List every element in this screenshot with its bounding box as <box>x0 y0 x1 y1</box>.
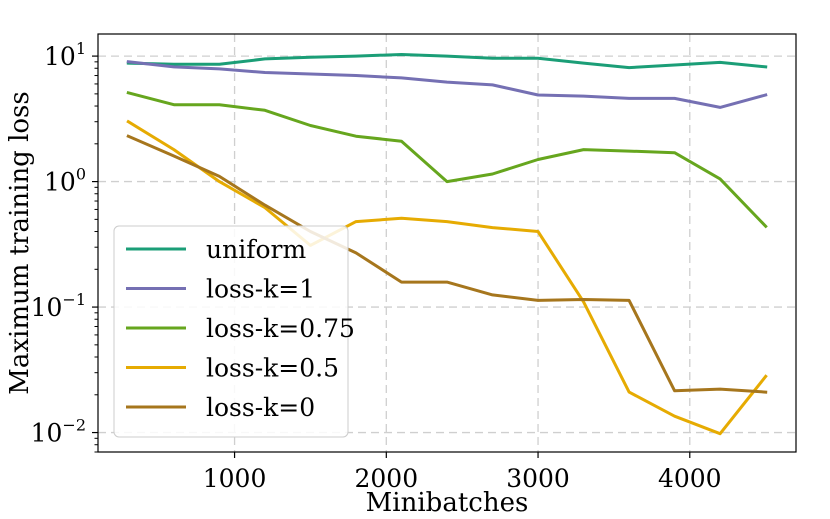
series-lines <box>126 53 768 436</box>
y-tick-label: 10−1 <box>31 290 86 322</box>
y-tick-label: 100 <box>44 165 86 197</box>
legend: uniform loss-k=1 loss-k=0.75 loss-k=0.5 loss… <box>113 225 355 438</box>
series-line-loss-k-0-75 <box>126 90 768 229</box>
y-tick-exponent: 0 <box>76 165 86 184</box>
series-line-loss-k-1 <box>126 60 768 109</box>
legend-label: loss-k=0.5 <box>206 354 339 383</box>
x-tick-label: 1000 <box>203 464 267 493</box>
x-tick-label: 3000 <box>506 464 570 493</box>
legend-label: loss-k=0.75 <box>206 314 355 343</box>
series-line-uniform <box>126 53 768 70</box>
legend-label: loss-k=1 <box>206 275 315 304</box>
y-tick-label: 101 <box>44 39 86 71</box>
series-line-loss-k-0-5 <box>126 119 768 436</box>
x-tick-label: 2000 <box>354 464 418 493</box>
legend-label: uniform <box>206 235 306 264</box>
series-line-loss-k-0 <box>126 134 768 394</box>
x-axis-label: Minibatches <box>366 488 529 518</box>
legend-label: loss-k=0 <box>206 393 315 422</box>
y-tick-base: 10 <box>31 419 63 448</box>
y-tick-exponent: −2 <box>62 416 86 435</box>
y-tick-base: 10 <box>44 42 76 71</box>
y-tick-base: 10 <box>44 168 76 197</box>
y-tick-base: 10 <box>31 293 63 322</box>
y-tick-exponent: −1 <box>62 290 86 309</box>
x-tick-label: 4000 <box>658 464 722 493</box>
plot-frame <box>97 33 797 453</box>
legend-box <box>113 225 349 438</box>
y-tick-exponent: 1 <box>76 39 86 58</box>
y-axis-label: Maximum training loss <box>5 91 35 394</box>
y-tick-label: 10−2 <box>31 416 86 448</box>
